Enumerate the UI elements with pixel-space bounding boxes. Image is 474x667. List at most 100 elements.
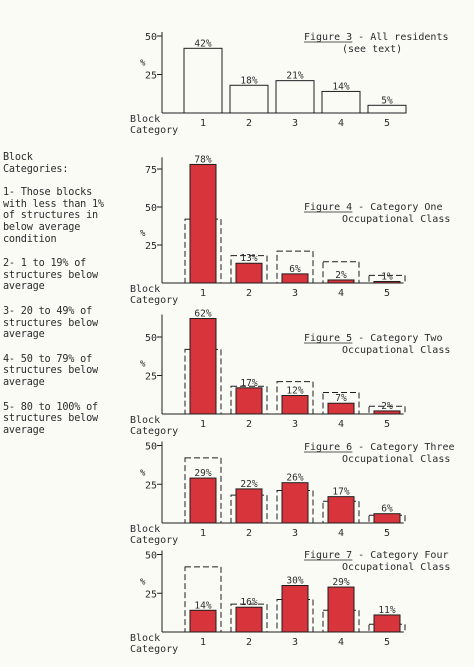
x-tick-label: 2 (246, 288, 252, 299)
legend-item-5: 5- 80 to 100% of structures below averag… (3, 402, 119, 437)
x-axis-label-line: Block (130, 114, 160, 125)
data-label: 42% (194, 38, 211, 49)
data-label: 5% (381, 95, 393, 106)
y-tick-label: 25 (145, 71, 157, 82)
x-tick-label: 5 (384, 118, 390, 129)
reference-bar-5 (368, 405, 406, 415)
legend-item-4: 4- 50 to 79% of structures below average (3, 354, 119, 389)
data-label: 30% (286, 576, 303, 587)
x-tick-label: 1 (200, 288, 206, 299)
legend-item-3: 3- 20 to 49% of structures below average (3, 306, 119, 341)
y-axis-label: % (140, 59, 146, 69)
data-label: 1% (381, 271, 393, 282)
figure-title-line: Occupational Class (342, 214, 450, 225)
y-axis-label: % (140, 577, 146, 587)
bar-category-4 (327, 402, 355, 415)
x-tick-label: 4 (338, 419, 344, 430)
data-label: 11% (378, 605, 395, 616)
legend-line: structures below (3, 269, 98, 281)
legend-line: average (3, 329, 45, 341)
legend-line: average (3, 376, 45, 388)
x-tick-label: 1 (200, 637, 206, 648)
data-label: 6% (289, 264, 301, 275)
figure-title-line: (see text) (342, 44, 402, 55)
x-tick-label: 4 (338, 637, 344, 648)
legend-line: average (3, 424, 45, 436)
block-categories-legend: Block Categories: 1- Those blocks with l… (3, 152, 119, 449)
bar-category-3 (281, 585, 309, 633)
figure-title-line: Figure 5 - Category Two (304, 333, 442, 344)
bar-category-4 (327, 279, 355, 284)
legend-line: with less than 1% (3, 198, 104, 210)
data-label: 26% (286, 473, 303, 484)
x-axis-label-line: Category (130, 644, 178, 655)
bar-category-2 (235, 387, 263, 415)
x-tick-label: 3 (292, 288, 298, 299)
bar-category-5 (373, 614, 401, 633)
data-label: 78% (194, 154, 211, 165)
x-tick-label: 4 (338, 528, 344, 539)
data-label: 18% (240, 75, 257, 86)
bar-category-5 (373, 280, 401, 284)
x-axis-label-line: Block (130, 524, 160, 535)
data-label: 16% (240, 597, 257, 608)
legend-line: 2- 1 to 19% of (3, 258, 87, 270)
x-axis-label-line: Block (130, 284, 160, 295)
bar-category-2 (229, 84, 269, 114)
legend-item-1: 1- Those blocks with less than 1% of str… (3, 187, 119, 245)
x-tick-label: 5 (384, 528, 390, 539)
bar-category-3 (281, 395, 309, 415)
bar-category-3 (281, 273, 309, 284)
figure-title-line: Figure 7 - Category Four (304, 550, 449, 561)
y-tick-label: 25 (145, 372, 157, 383)
x-axis-label-line: Category (130, 295, 178, 306)
y-tick-label: 50 (145, 32, 157, 43)
bar-category-3 (275, 80, 315, 114)
bar-category-1 (189, 318, 217, 415)
bar-category-3 (281, 482, 309, 524)
y-tick-label: 25 (145, 480, 157, 491)
data-label: 29% (332, 577, 349, 588)
figure-title-line: Occupational Class (342, 345, 450, 356)
x-tick-label: 5 (384, 637, 390, 648)
x-tick-label: 4 (338, 288, 344, 299)
x-tick-label: 3 (292, 118, 298, 129)
y-axis-label: % (140, 468, 146, 478)
bar-category-4 (327, 496, 355, 524)
y-tick-label: 75 (145, 165, 157, 176)
bar-category-2 (235, 488, 263, 524)
bar-category-5 (373, 410, 401, 415)
data-label: 7% (335, 393, 347, 404)
x-axis-label-line: Block (130, 633, 160, 644)
figure-title-line: Occupational Class (342, 454, 450, 465)
figure-title-line: Figure 4 - Category One (304, 202, 442, 213)
legend-line: structures below (3, 317, 98, 329)
x-tick-label: 3 (292, 419, 298, 430)
data-label: 14% (332, 81, 349, 92)
legend-line: structures below (3, 413, 98, 425)
bar-category-5 (367, 104, 407, 114)
data-label: 17% (332, 487, 349, 498)
y-tick-label: 50 (145, 203, 157, 214)
x-tick-label: 1 (200, 118, 206, 129)
x-tick-label: 4 (338, 118, 344, 129)
x-axis-label-line: Block (130, 415, 160, 426)
y-tick-label: 50 (145, 442, 157, 453)
bar-category-2 (235, 262, 263, 284)
legend-heading-line: Block (3, 152, 33, 163)
figure-title-line: Figure 6 - Category Three (304, 442, 455, 453)
x-tick-label: 2 (246, 419, 252, 430)
figure-title-line: Occupational Class (342, 562, 450, 573)
legend-line: average (3, 281, 45, 293)
legend-line: 1- Those blocks (3, 187, 93, 199)
x-tick-label: 2 (246, 118, 252, 129)
x-tick-label: 3 (292, 637, 298, 648)
data-label: 29% (194, 468, 211, 479)
legend-line: 4- 50 to 79% of (3, 353, 93, 365)
x-tick-label: 2 (246, 528, 252, 539)
bar-category-1 (189, 609, 217, 633)
